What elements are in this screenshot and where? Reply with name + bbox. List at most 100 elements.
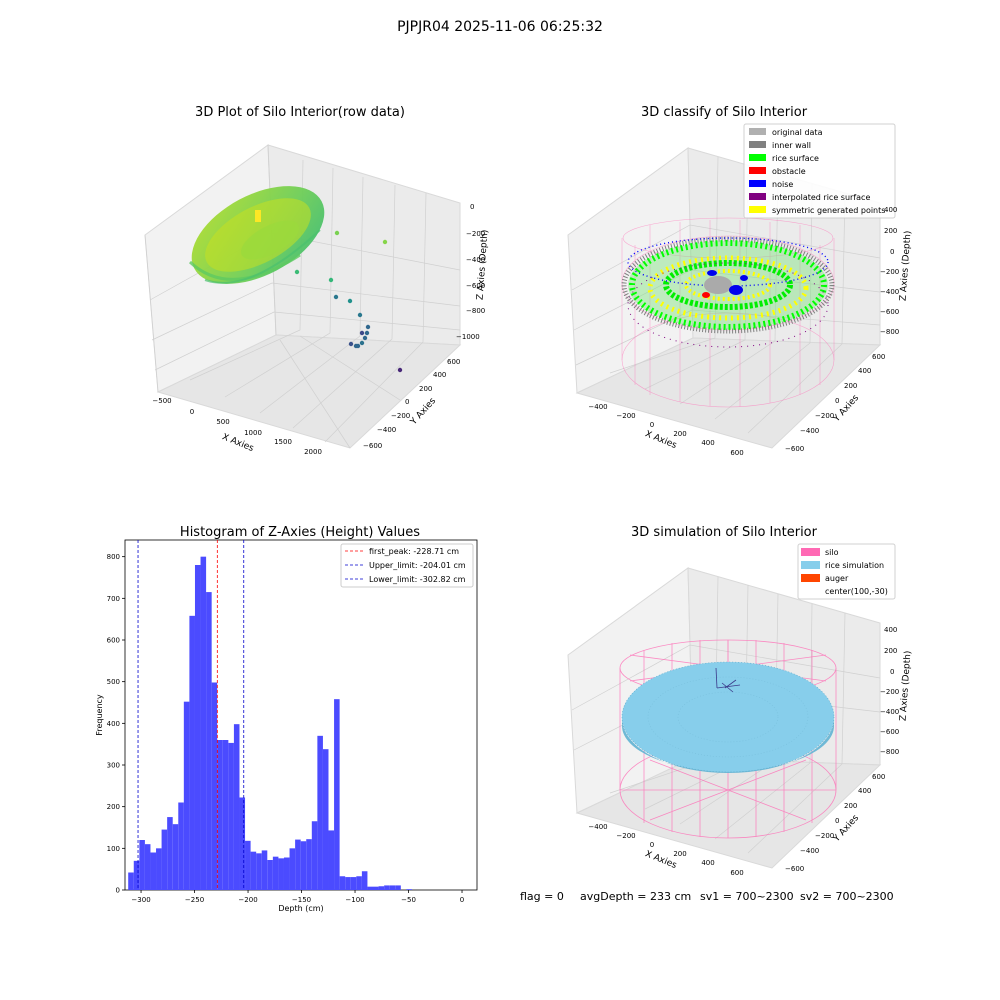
classify-z-tick: 400 <box>884 206 897 214</box>
classify-z-tick: −800 <box>880 328 899 336</box>
histogram-bar <box>133 860 140 890</box>
histogram-bar <box>144 844 151 890</box>
legend-swatch-interpolated <box>749 193 766 200</box>
classify-points <box>621 236 835 348</box>
panel-classify: 3D classify of Silo Interior <box>567 105 913 457</box>
simulation-floor-pane <box>575 757 882 869</box>
histogram-bar <box>239 797 246 890</box>
raw-y-ticks: 600 400 200 0 −200 −400 −600 <box>363 358 460 450</box>
classify-z-ticks: 400 200 0 −200 −400 −600 −800 <box>880 206 899 336</box>
histogram-bar <box>267 860 273 890</box>
histogram-bar <box>345 877 351 890</box>
raw-y-tick: 0 <box>405 398 409 406</box>
legend-label-center: center(100,-30) <box>825 587 888 596</box>
histogram-x-ticks: −300 −250 −200 −150 −100 −50 0 <box>131 890 464 904</box>
histogram-bars <box>128 556 412 890</box>
histogram-bar <box>128 872 134 890</box>
histogram-bar <box>300 841 307 890</box>
histogram-bar <box>350 877 357 890</box>
histogram-bar <box>373 886 379 890</box>
simulation-y-tick: 600 <box>872 773 885 781</box>
histogram-bar <box>256 853 262 890</box>
simulation-plot-title: 3D simulation of Silo Interior <box>631 525 818 540</box>
simulation-z-tick: −200 <box>880 688 899 696</box>
legend-swatch-inner-wall <box>749 141 766 148</box>
raw-x-tick: 1500 <box>274 438 292 446</box>
histogram-bar <box>206 592 212 890</box>
classify-y-tick: −200 <box>815 412 834 420</box>
histogram-bar <box>245 840 251 890</box>
classify-x-tick: 600 <box>730 449 743 457</box>
simulation-x-tick: 200 <box>673 850 686 858</box>
histogram-y-tick-label: 800 <box>107 553 120 561</box>
classify-z-tick: 0 <box>890 248 894 256</box>
simulation-y-tick: 200 <box>844 802 857 810</box>
raw-z-tick: −400 <box>466 256 485 264</box>
legend-label-obstacle: obstacle <box>772 167 806 176</box>
simulation-z-tick: −800 <box>880 748 899 756</box>
classify-x-tick: 400 <box>701 439 714 447</box>
status-line: flag = 0 avgDepth = 233 cm sv1 = 700~230… <box>520 890 894 903</box>
status-avg-depth: avgDepth = 233 cm <box>580 890 691 903</box>
histogram-bar <box>189 615 195 890</box>
status-sv1: sv1 = 700~2300 <box>700 890 794 903</box>
histogram-bar <box>378 886 385 890</box>
histogram-x-tick-label: −50 <box>401 896 416 904</box>
legend-label-silo: silo <box>825 548 839 557</box>
raw-surface-points <box>188 186 325 284</box>
histogram-bar <box>183 701 190 890</box>
simulation-y-tick: −400 <box>800 847 819 855</box>
histogram-title: Histogram of Z-Axies (Height) Values <box>180 525 420 540</box>
legend-swatch-noise <box>749 180 766 187</box>
histogram-bar <box>172 824 179 890</box>
simulation-y-tick: 0 <box>835 817 839 825</box>
histogram-bar <box>156 848 162 890</box>
histogram-bar <box>167 817 173 890</box>
classify-x-tick: 200 <box>673 430 686 438</box>
simulation-z-tick: 0 <box>890 668 894 676</box>
histogram-bar <box>389 885 396 890</box>
histogram-bar <box>283 857 290 890</box>
raw-x-tick: 1000 <box>244 429 262 437</box>
simulation-auger <box>715 667 741 693</box>
histogram-bar <box>311 821 318 890</box>
histogram-bar <box>222 740 229 890</box>
histogram-reference-lines <box>137 540 245 890</box>
legend-label-rice-simulation: rice simulation <box>825 561 884 570</box>
histogram-bar <box>317 735 323 890</box>
classify-y-ticks: 600 400 200 0 −200 −400 −600 <box>785 353 885 453</box>
classify-x-tick: 0 <box>650 421 654 429</box>
simulation-y-ticks: 600 400 200 0 −200 −400 −600 <box>785 773 885 873</box>
histogram-y-tick-label: 300 <box>107 762 120 770</box>
histogram-bar <box>367 886 373 890</box>
raw-y-tick: 200 <box>419 385 432 393</box>
raw-z-tick: −1000 <box>456 333 480 341</box>
classify-y-tick: 400 <box>858 367 871 375</box>
raw-outlier-points <box>294 230 403 373</box>
histogram-x-tick-label: −250 <box>185 896 204 904</box>
simulation-z-tick: −600 <box>880 728 899 736</box>
legend-label-first-peak: first_peak: -228.71 cm <box>369 547 459 556</box>
simulation-z-ticks: 400 200 0 −200 −400 −600 −800 <box>880 626 899 756</box>
raw-y-tick: 600 <box>447 358 460 366</box>
legend-label-auger: auger <box>825 574 849 583</box>
histogram-y-label: Frequency <box>95 694 104 736</box>
classify-x-tick: −400 <box>588 403 607 411</box>
legend-swatch-rice-simulation <box>801 561 820 569</box>
histogram-bar <box>384 885 390 890</box>
simulation-x-tick: 600 <box>730 869 743 877</box>
classify-y-tick: 200 <box>844 382 857 390</box>
raw-y-tick: −400 <box>377 426 396 434</box>
legend-label-inner-wall: inner wall <box>772 141 811 150</box>
classify-z-tick: −200 <box>880 268 899 276</box>
histogram-x-label: Depth (cm) <box>278 904 323 913</box>
histogram-bar <box>356 876 362 890</box>
histogram-bar <box>322 749 329 890</box>
raw-z-tick: −200 <box>466 230 485 238</box>
histogram-bar <box>194 565 201 890</box>
raw-x-tick: 0 <box>190 408 194 416</box>
histogram-legend: first_peak: -228.71 cm Upper_limit: -204… <box>340 543 474 588</box>
simulation-z-tick: 200 <box>884 647 897 655</box>
simulation-y-tick: −200 <box>815 832 834 840</box>
legend-label-symmetric: symmetric generated points <box>772 206 885 215</box>
